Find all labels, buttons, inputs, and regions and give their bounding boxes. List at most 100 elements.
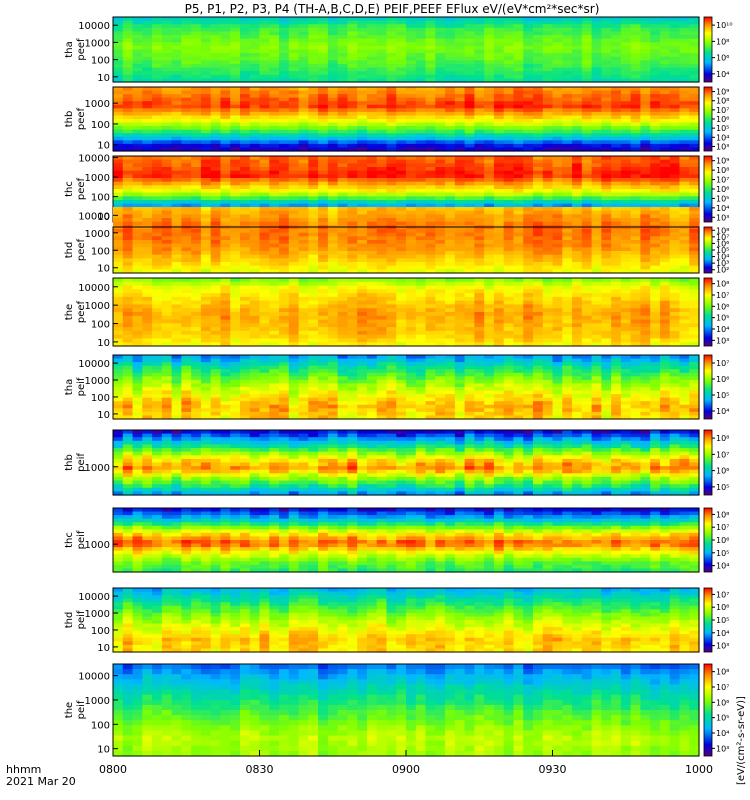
heatmap-cell: [152, 293, 163, 298]
heatmap-cell: [640, 49, 651, 54]
heatmap-cell: [445, 308, 456, 313]
heatmap-cell: [601, 210, 612, 215]
heatmap-cell: [386, 258, 397, 263]
heatmap-cell: [132, 49, 143, 54]
heatmap-cell: [454, 140, 466, 145]
heatmap-cell: [523, 90, 534, 95]
heatmap-cell: [454, 265, 466, 270]
heatmap-cell: [347, 243, 358, 248]
heatmap-cell: [376, 254, 388, 259]
heatmap-cell: [659, 87, 671, 92]
heatmap-cell: [259, 262, 270, 267]
heatmap-cell: [327, 17, 339, 22]
heatmap-cell: [689, 147, 700, 152]
heatmap-cell: [640, 140, 651, 145]
heatmap-cell: [386, 60, 397, 65]
heatmap-cell: [640, 111, 651, 117]
heatmap-cell: [122, 189, 134, 194]
heatmap-cell: [366, 258, 378, 263]
heatmap-cell: [357, 104, 368, 109]
heatmap-cell: [132, 63, 143, 69]
heatmap-cell: [503, 74, 515, 79]
heatmap-cell: [161, 53, 173, 58]
heatmap-cell: [406, 119, 417, 124]
heatmap-cell: [650, 254, 661, 259]
heatmap-cell: [210, 207, 222, 212]
heatmap-cell: [327, 312, 339, 317]
heatmap-cell: [113, 74, 124, 79]
heatmap-cell: [288, 189, 300, 194]
heatmap-cell: [689, 174, 700, 179]
heatmap-cell: [445, 258, 456, 263]
heatmap-cell: [347, 254, 358, 259]
heatmap-cell: [650, 232, 661, 237]
heatmap-cell: [318, 221, 329, 226]
heatmap-cell: [425, 243, 436, 248]
heatmap-cell: [562, 38, 573, 43]
heatmap-cell: [308, 136, 319, 141]
heatmap-cell: [474, 214, 485, 219]
heatmap-cell: [532, 181, 544, 186]
heatmap-cell: [113, 258, 124, 263]
heatmap-cell: [239, 31, 251, 36]
heatmap-cell: [347, 104, 358, 109]
heatmap-cell: [611, 140, 622, 145]
heatmap-cell: [640, 53, 651, 58]
heatmap-cell: [220, 281, 231, 287]
heatmap-cell: [689, 49, 700, 54]
heatmap-cell: [659, 38, 671, 43]
heatmap-cell: [308, 24, 319, 29]
heatmap-cell: [171, 192, 182, 197]
heatmap-cell: [318, 207, 329, 212]
heatmap-cell: [523, 31, 534, 36]
heatmap-cell: [269, 185, 280, 190]
heatmap-cell: [288, 140, 300, 145]
heatmap-cell: [132, 140, 143, 145]
heatmap-cell: [503, 27, 515, 33]
heatmap-cell: [591, 60, 602, 65]
heatmap-cell: [142, 126, 153, 131]
heatmap-cell: [337, 78, 348, 83]
heatmap-cell: [318, 236, 329, 241]
heatmap-cell: [572, 200, 583, 205]
heatmap-cell: [288, 221, 300, 226]
panel-3-y-tick-label: 10: [97, 264, 110, 275]
heatmap-cell: [650, 300, 661, 306]
heatmap-cell: [659, 293, 671, 298]
heatmap-cell: [454, 210, 466, 215]
heatmap-cell: [269, 218, 280, 223]
heatmap-cell: [200, 247, 212, 252]
heatmap-cell: [406, 101, 417, 106]
heatmap-cell: [132, 101, 143, 106]
heatmap-cell: [152, 189, 163, 194]
heatmap-cell: [513, 126, 524, 131]
heatmap-cell: [591, 111, 602, 117]
heatmap-cell: [659, 192, 671, 197]
heatmap-cell: [503, 221, 515, 226]
heatmap-cell: [210, 296, 222, 302]
heatmap-cell: [396, 196, 407, 201]
heatmap-cell: [298, 203, 309, 208]
heatmap-cell: [152, 312, 163, 317]
heatmap-cell: [659, 74, 671, 79]
heatmap-cell: [337, 300, 348, 306]
heatmap-cell: [406, 251, 417, 256]
heatmap-cell: [200, 31, 212, 36]
heatmap-cell: [591, 35, 602, 40]
heatmap-cell: [376, 281, 388, 287]
heatmap-cell: [425, 38, 436, 43]
heatmap-cell: [532, 258, 544, 263]
heatmap-cell: [513, 278, 524, 283]
heatmap-cell: [513, 243, 524, 248]
heatmap-cell: [298, 178, 309, 183]
heatmap-cell: [445, 94, 456, 99]
heatmap-cell: [650, 265, 661, 270]
heatmap-cell: [620, 170, 632, 175]
heatmap-cell: [318, 136, 329, 141]
heatmap-cell: [542, 87, 554, 92]
heatmap-cell: [239, 181, 251, 186]
heatmap-cell: [269, 31, 280, 36]
heatmap-cell: [611, 147, 622, 152]
heatmap-cell: [630, 189, 641, 194]
heatmap-cell: [113, 129, 124, 134]
